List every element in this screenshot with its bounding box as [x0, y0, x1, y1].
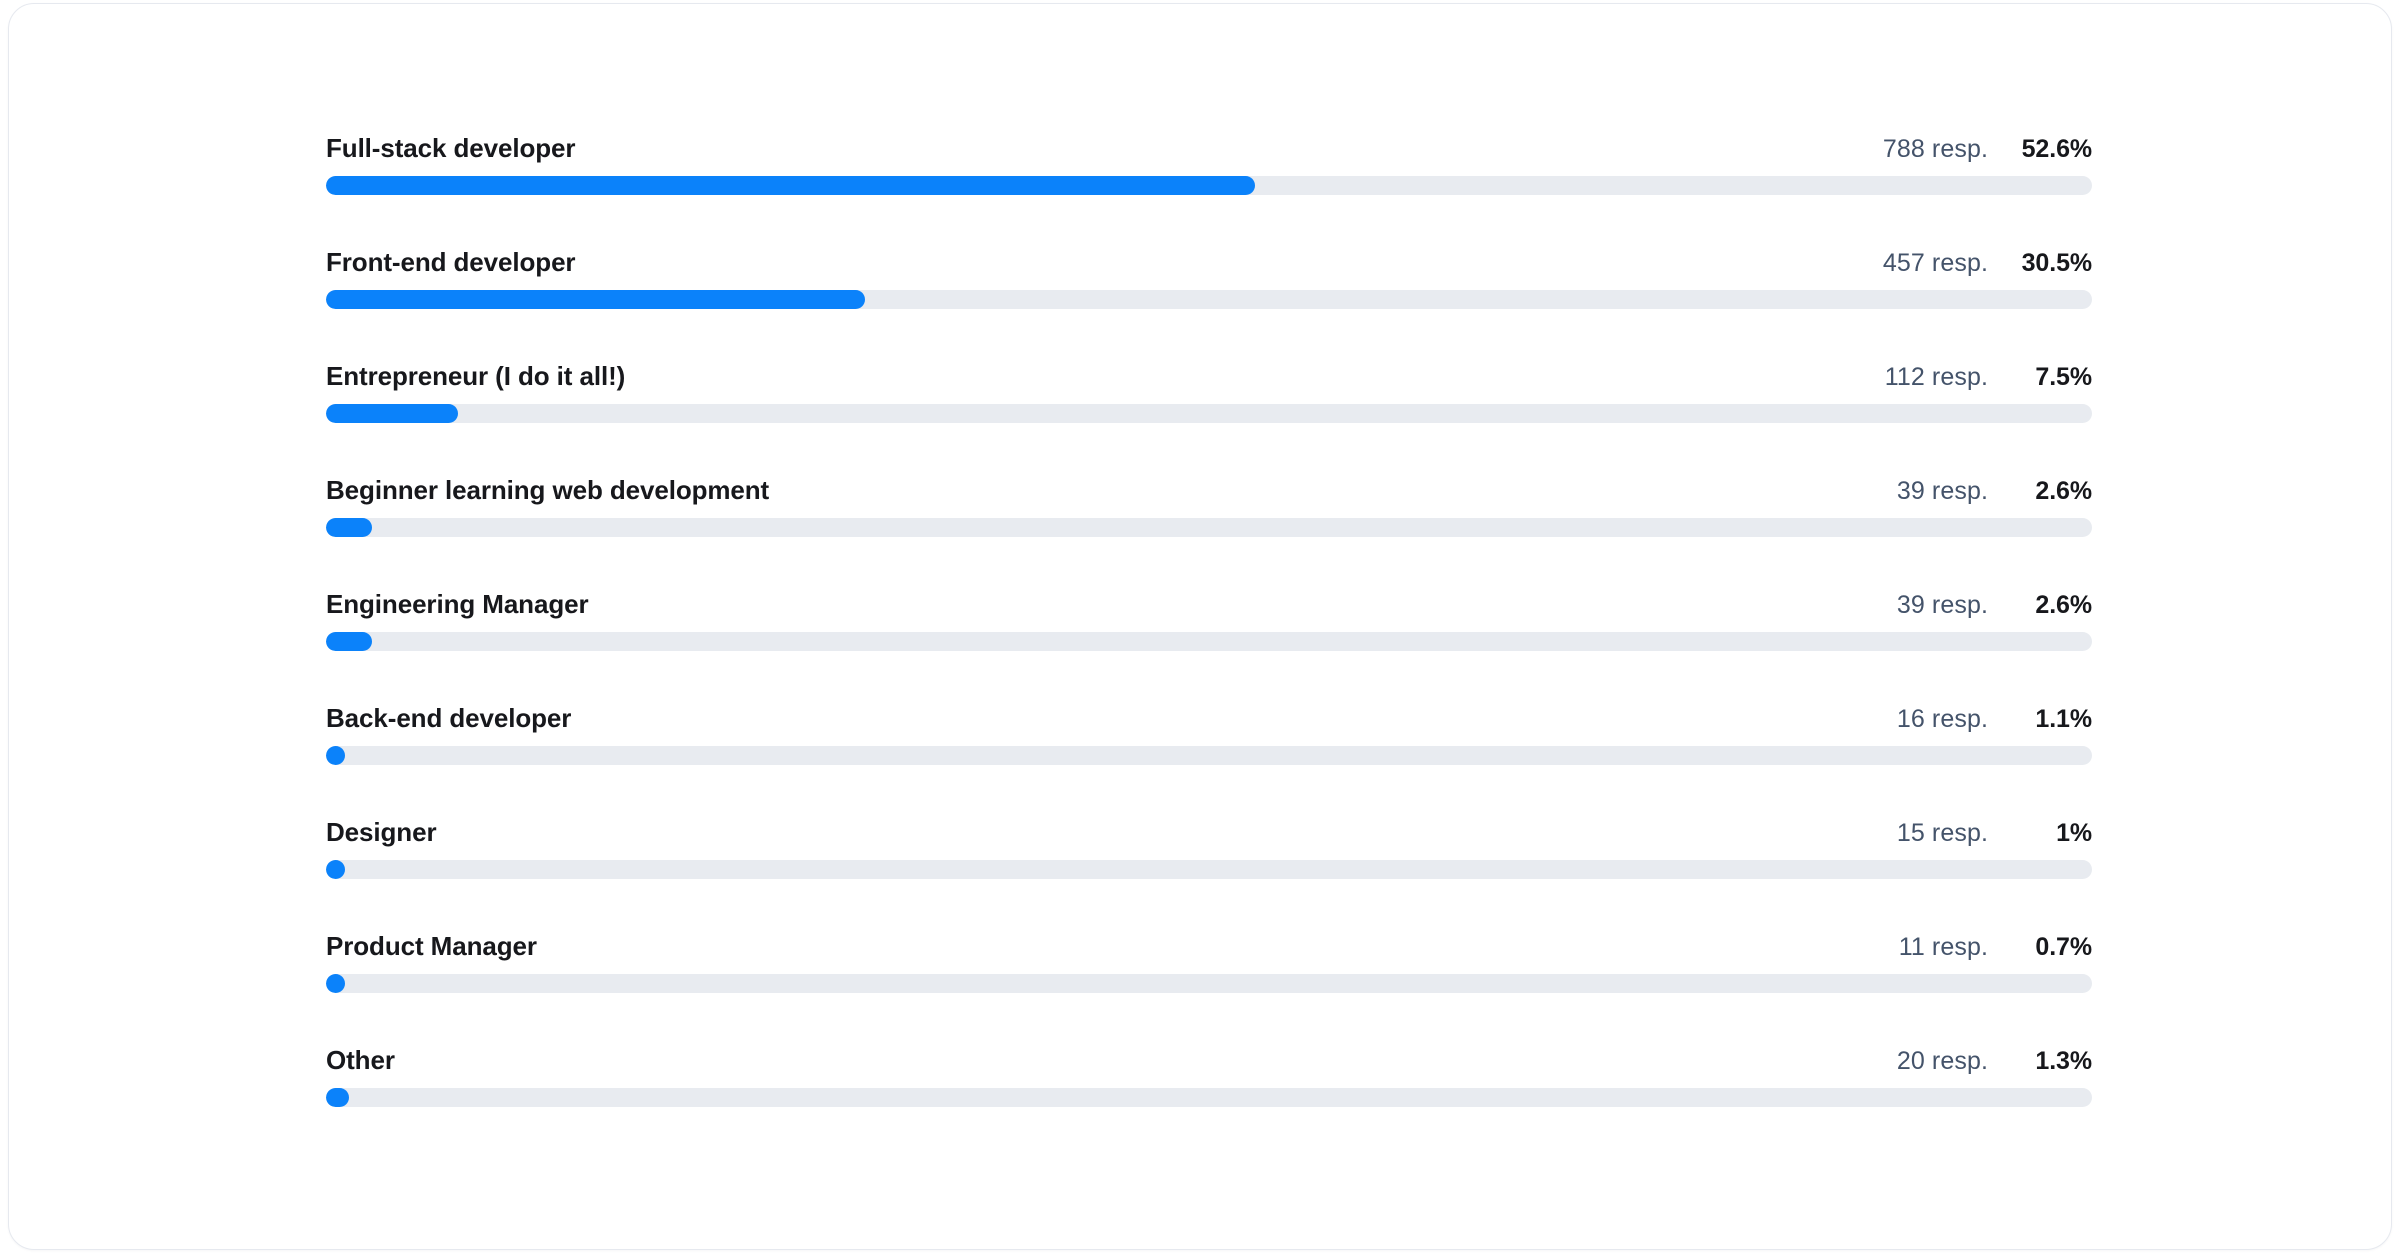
bar-fill — [326, 746, 346, 765]
result-row-percentage: 0.7% — [2035, 933, 2092, 961]
result-row-header: Entrepreneur (I do it all!) 112 resp. 7.… — [326, 356, 2092, 396]
bar-track — [326, 176, 2092, 195]
bar-fill — [326, 518, 372, 537]
result-row-header: Beginner learning web development 39 res… — [326, 470, 2092, 510]
result-row-response-count: 20 resp. — [1896, 1047, 1988, 1075]
result-row-header: Full-stack developer 788 resp. 52.6% — [326, 128, 2092, 168]
result-row-response-count: 112 resp. — [1884, 363, 1988, 391]
result-row-percentage: 1.1% — [2035, 705, 2092, 733]
result-row-label: Product Manager — [326, 931, 537, 961]
result-row-header: Back-end developer 16 resp. 1.1% — [326, 698, 2092, 738]
bar-track — [326, 632, 2092, 651]
bar-fill — [326, 974, 345, 993]
result-row: Beginner learning web development 39 res… — [326, 470, 2092, 584]
result-row-label: Beginner learning web development — [326, 475, 770, 505]
result-row-header: Designer 15 resp. 1% — [326, 812, 2092, 852]
survey-results-card: Full-stack developer 788 resp. 52.6% Fro… — [8, 3, 2392, 1250]
result-row-header: Front-end developer 457 resp. 30.5% — [326, 242, 2092, 282]
bar-fill — [326, 632, 372, 651]
bar-track — [326, 518, 2092, 537]
result-row-percentage: 52.6% — [2021, 135, 2092, 163]
result-row-values: 16 resp. 1.1% — [1897, 699, 2092, 739]
result-row-label: Front-end developer — [326, 247, 576, 277]
bar-track — [326, 974, 2092, 993]
result-row-label: Engineering Manager — [326, 589, 589, 619]
bar-track — [326, 290, 2092, 309]
result-row-values: 112 resp. 7.5% — [1885, 357, 2092, 397]
result-row-percentage: 30.5% — [2021, 249, 2092, 277]
result-row-label: Full-stack developer — [326, 133, 576, 163]
result-row-response-count: 39 resp. — [1896, 591, 1988, 619]
bar-fill — [326, 860, 345, 879]
result-row-response-count: 457 resp. — [1882, 249, 1988, 277]
bar-fill — [326, 176, 1255, 195]
result-row-label: Entrepreneur (I do it all!) — [326, 361, 626, 391]
result-row-values: 457 resp. 30.5% — [1883, 243, 2092, 283]
bar-fill — [326, 404, 459, 423]
result-row-response-count: 16 resp. — [1896, 705, 1988, 733]
result-row-values: 20 resp. 1.3% — [1897, 1041, 2092, 1081]
bar-track — [326, 860, 2092, 879]
result-row: Other 20 resp. 1.3% — [326, 1040, 2092, 1154]
result-row-header: Other 20 resp. 1.3% — [326, 1040, 2092, 1080]
result-row-percentage: 1% — [2056, 819, 2092, 847]
bar-track — [326, 1088, 2092, 1107]
result-row-values: 11 resp. 0.7% — [1899, 927, 2092, 967]
result-row-label: Back-end developer — [326, 703, 572, 733]
result-row-values: 788 resp. 52.6% — [1883, 129, 2092, 169]
result-row-label: Other — [326, 1045, 395, 1075]
result-row-response-count: 788 resp. — [1882, 135, 1988, 163]
result-row-percentage: 2.6% — [2035, 477, 2092, 505]
result-row: Entrepreneur (I do it all!) 112 resp. 7.… — [326, 356, 2092, 470]
result-row: Engineering Manager 39 resp. 2.6% — [326, 584, 2092, 698]
horizontal-bar-chart: Full-stack developer 788 resp. 52.6% Fro… — [326, 128, 2092, 1154]
result-row-values: 15 resp. 1% — [1897, 813, 2092, 853]
result-row: Product Manager 11 resp. 0.7% — [326, 926, 2092, 1040]
result-row-percentage: 7.5% — [2035, 363, 2092, 391]
result-row-values: 39 resp. 2.6% — [1897, 471, 2092, 511]
result-row-header: Engineering Manager 39 resp. 2.6% — [326, 584, 2092, 624]
bar-track — [326, 404, 2092, 423]
bar-track — [326, 746, 2092, 765]
result-row: Front-end developer 457 resp. 30.5% — [326, 242, 2092, 356]
result-row-percentage: 1.3% — [2035, 1047, 2092, 1075]
bar-fill — [326, 290, 865, 309]
result-row-values: 39 resp. 2.6% — [1897, 585, 2092, 625]
result-row-label: Designer — [326, 817, 437, 847]
result-row-response-count: 39 resp. — [1896, 477, 1988, 505]
result-row-response-count: 11 resp. — [1898, 933, 1988, 961]
result-row-percentage: 2.6% — [2035, 591, 2092, 619]
result-row: Designer 15 resp. 1% — [326, 812, 2092, 926]
bar-fill — [326, 1088, 349, 1107]
result-row-response-count: 15 resp. — [1896, 819, 1988, 847]
result-row-header: Product Manager 11 resp. 0.7% — [326, 926, 2092, 966]
result-row: Back-end developer 16 resp. 1.1% — [326, 698, 2092, 812]
result-row: Full-stack developer 788 resp. 52.6% — [326, 128, 2092, 242]
